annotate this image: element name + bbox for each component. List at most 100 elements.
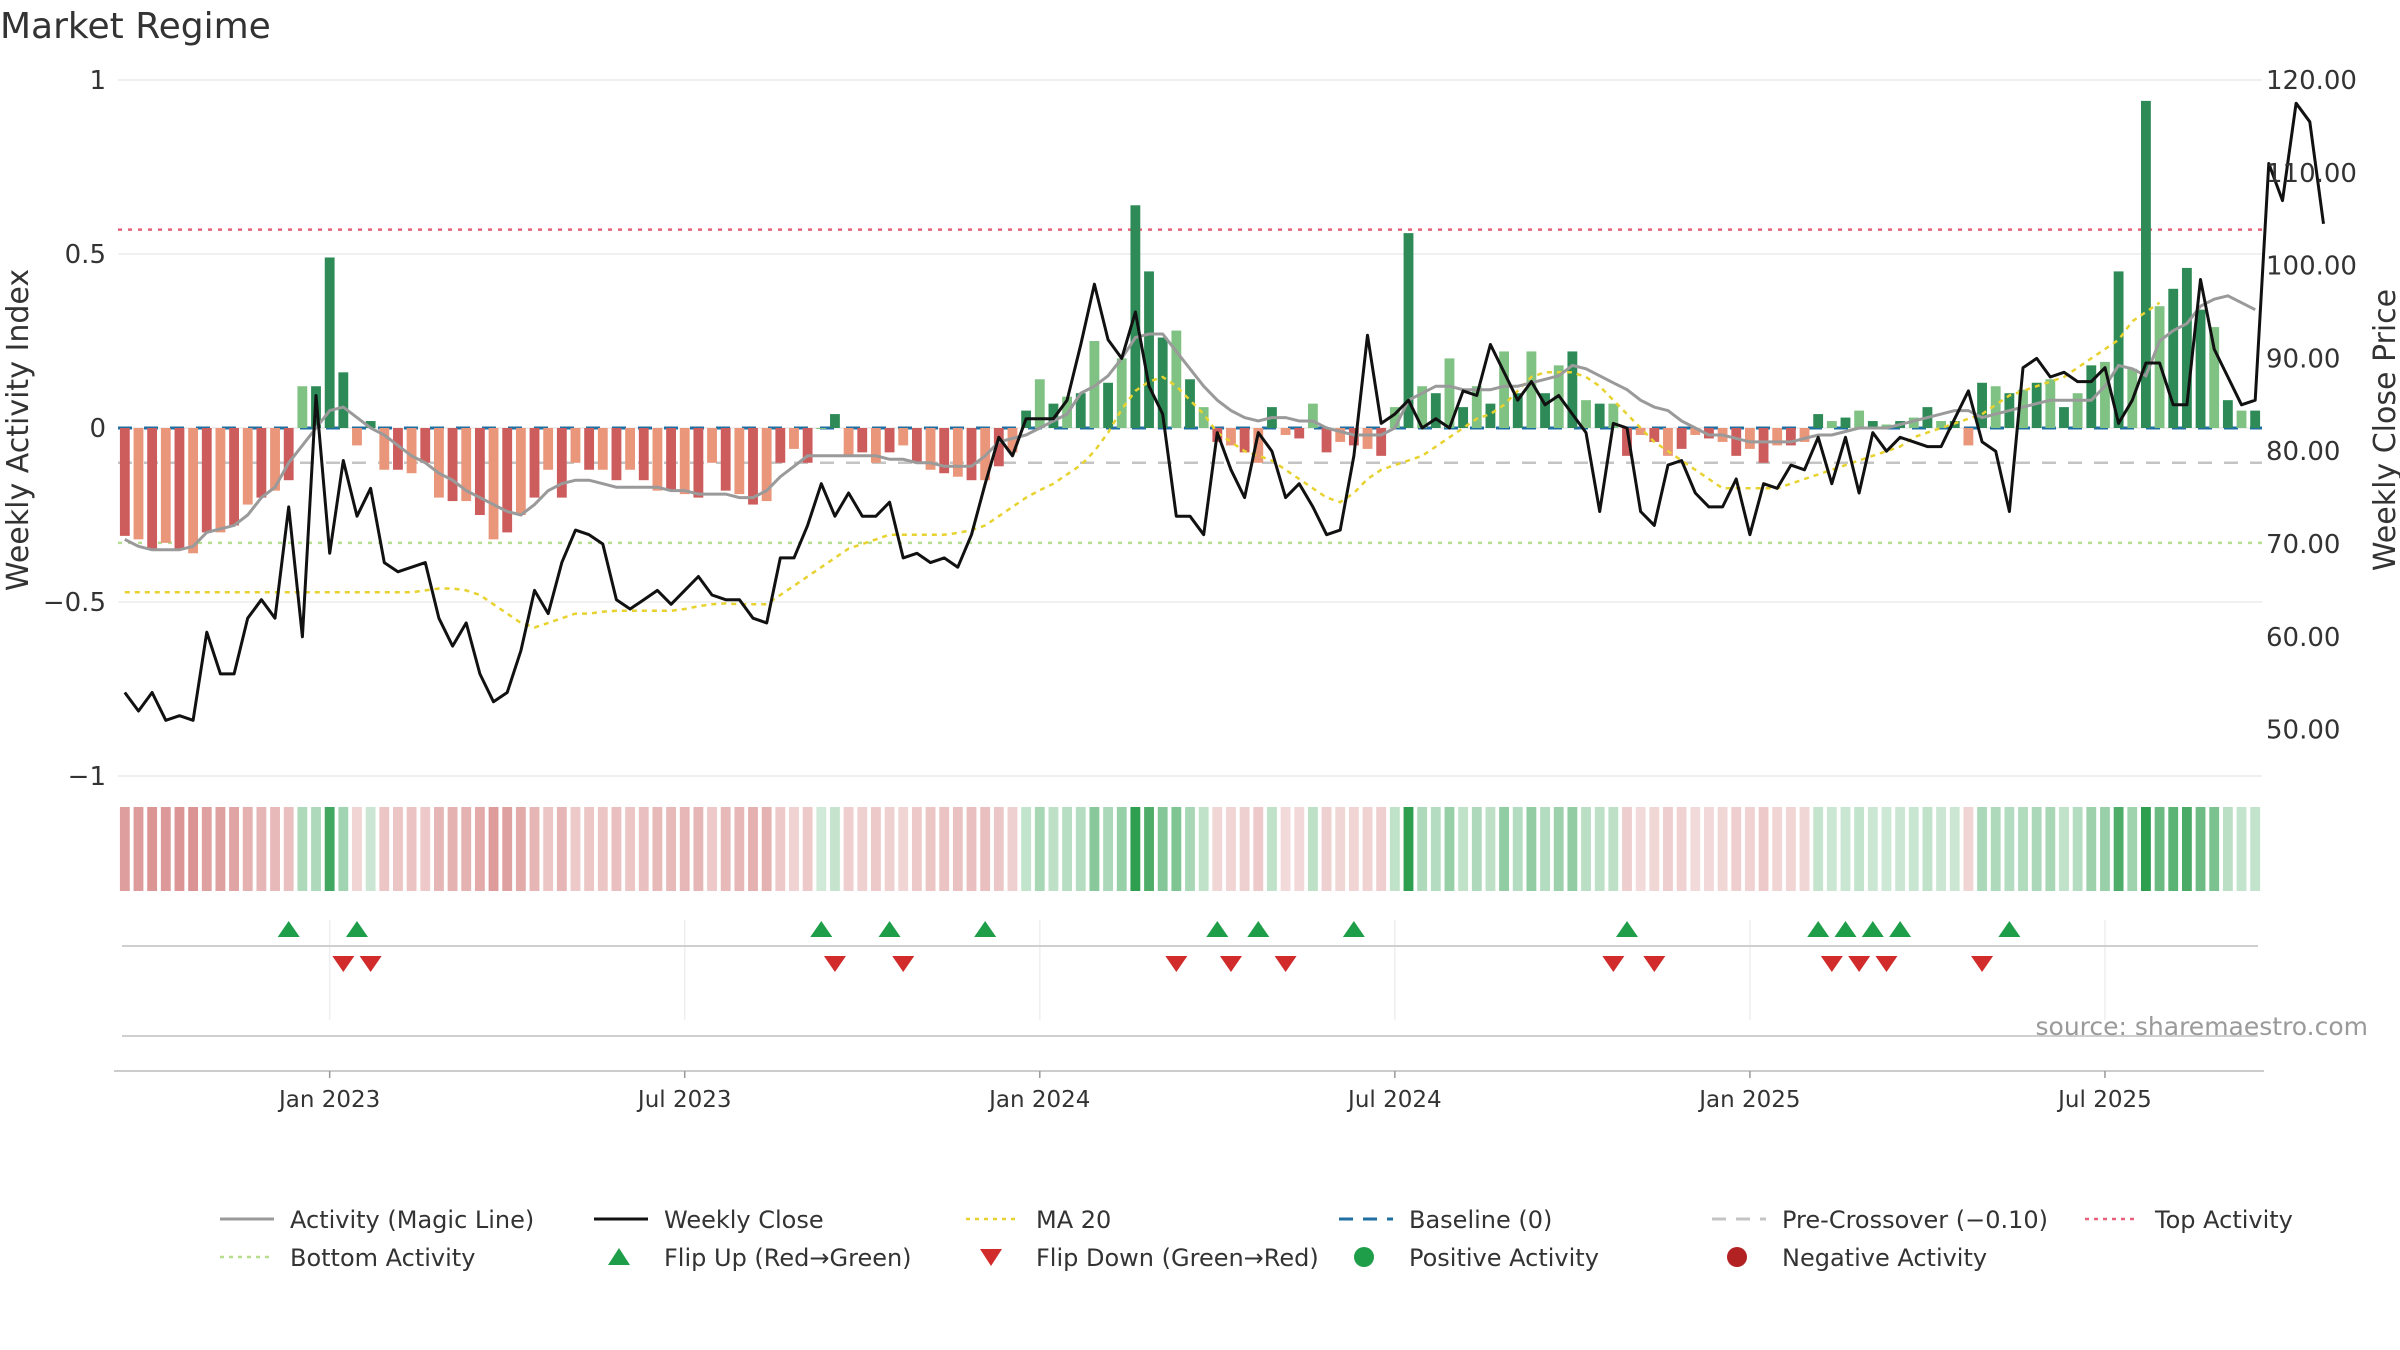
negative-activity-bar xyxy=(748,428,758,505)
right-tick-label: 90.00 xyxy=(2266,344,2340,374)
regime-cell xyxy=(1799,807,1810,891)
negative-activity-bar xyxy=(1649,428,1660,442)
regime-cell xyxy=(174,807,185,891)
positive-activity-bar xyxy=(338,372,349,428)
regime-cell xyxy=(1772,807,1783,891)
regime-cell xyxy=(1663,807,1673,891)
negative-activity-bar xyxy=(133,428,144,540)
negative-activity-bar xyxy=(488,428,499,540)
regime-cell xyxy=(1103,807,1113,891)
regime-cell xyxy=(379,807,390,891)
regime-cell xyxy=(1239,807,1250,891)
regime-cell xyxy=(1075,807,1086,891)
regime-cell xyxy=(1635,807,1646,891)
regime-cell xyxy=(2127,807,2138,891)
negative-activity-bar xyxy=(952,428,963,477)
regime-cell xyxy=(1717,807,1728,891)
regime-cell xyxy=(1676,807,1687,891)
regime-cell xyxy=(1895,807,1906,891)
chart-title: Market Regime xyxy=(0,6,271,47)
regime-cell xyxy=(160,807,171,891)
legend-item: Pre-Crossover (−0.10) xyxy=(1712,1206,2048,1234)
regime-cell xyxy=(1335,807,1346,891)
negative-activity-bar xyxy=(1226,428,1236,446)
series-lines xyxy=(123,101,2325,722)
regime-cell xyxy=(2250,807,2261,891)
regime-cell xyxy=(843,807,854,891)
legend-item: Flip Down (Green→Red) xyxy=(980,1244,1319,1272)
regime-cell xyxy=(1704,807,1714,891)
negative-activity-bar xyxy=(556,428,567,498)
negative-activity-bar xyxy=(201,428,212,533)
x-tick-label: Jul 2025 xyxy=(2056,1087,2152,1113)
positive-activity-bar xyxy=(1594,403,1605,428)
regime-cell xyxy=(1813,807,1824,891)
regime-cell xyxy=(2181,807,2192,891)
negative-activity-bar xyxy=(1799,428,1810,442)
left-tick-label: −1 xyxy=(68,762,106,792)
regime-cell xyxy=(338,807,349,891)
flip-down-marker xyxy=(1219,956,1242,972)
regime-cell xyxy=(679,807,690,891)
regime-cell xyxy=(1362,807,1373,891)
positive-activity-bar xyxy=(1881,424,1892,428)
regime-cell xyxy=(133,807,144,891)
negative-activity-bar xyxy=(1704,428,1714,439)
regime-cell xyxy=(993,807,1004,891)
regime-cell xyxy=(597,807,608,891)
regime-cell xyxy=(1540,807,1550,891)
regime-cell xyxy=(1731,807,1742,891)
regime-cell xyxy=(1690,807,1701,891)
positive-activity-bar xyxy=(1185,379,1195,428)
positive-activity-bar xyxy=(2018,389,2028,428)
regime-cell xyxy=(1157,807,1168,891)
negative-activity-bar xyxy=(693,428,704,498)
regime-cell xyxy=(1649,807,1660,891)
positive-activity-bar xyxy=(1075,393,1086,428)
negative-activity-bar xyxy=(147,428,158,550)
right-tick-label: 60.00 xyxy=(2266,623,2340,653)
negative-activity-bar xyxy=(597,428,608,470)
regime-cell xyxy=(898,807,909,891)
regime-cell xyxy=(188,807,199,891)
negative-activity-bar xyxy=(1663,428,1673,456)
regime-cell xyxy=(870,807,881,891)
regime-cell xyxy=(420,807,431,891)
regime-cell xyxy=(1444,807,1455,891)
regime-cell xyxy=(283,807,294,891)
negative-activity-bar xyxy=(1772,428,1783,446)
positive-activity-bar xyxy=(1485,403,1496,428)
negative-activity-bar xyxy=(652,428,663,491)
regime-cell xyxy=(2195,807,2206,891)
regime-cell xyxy=(761,807,772,891)
regime-cell xyxy=(1198,807,1209,891)
positive-activity-bar xyxy=(1540,393,1550,428)
regime-cell xyxy=(1062,807,1073,891)
regime-cell xyxy=(1280,807,1291,891)
regime-cell xyxy=(980,807,991,891)
negative-activity-bar xyxy=(406,428,417,474)
regime-cell xyxy=(365,807,376,891)
negative-activity-bar xyxy=(379,428,390,470)
regime-cell xyxy=(1007,807,1018,891)
regime-cell xyxy=(638,807,649,891)
regime-cell xyxy=(625,807,636,891)
regime-cell xyxy=(1526,807,1537,891)
regime-cell xyxy=(1348,807,1359,891)
regime-cell xyxy=(1854,807,1865,891)
positive-activity-bar xyxy=(2236,410,2247,428)
negative-activity-bar xyxy=(229,428,239,526)
legend-swatch xyxy=(1727,1247,1747,1267)
positive-activity-bar xyxy=(1581,400,1591,428)
regime-cell xyxy=(1212,807,1223,891)
regime-cell xyxy=(1130,807,1141,891)
negative-activity-bar xyxy=(789,428,799,449)
regime-cell xyxy=(1376,807,1387,891)
negative-activity-bar xyxy=(1635,428,1646,435)
flip-up-marker xyxy=(878,921,901,937)
regime-cell xyxy=(857,807,868,891)
regime-cell xyxy=(666,807,676,891)
negative-activity-bar xyxy=(515,428,526,515)
negative-activity-bar xyxy=(666,428,676,491)
regime-cell xyxy=(406,807,417,891)
